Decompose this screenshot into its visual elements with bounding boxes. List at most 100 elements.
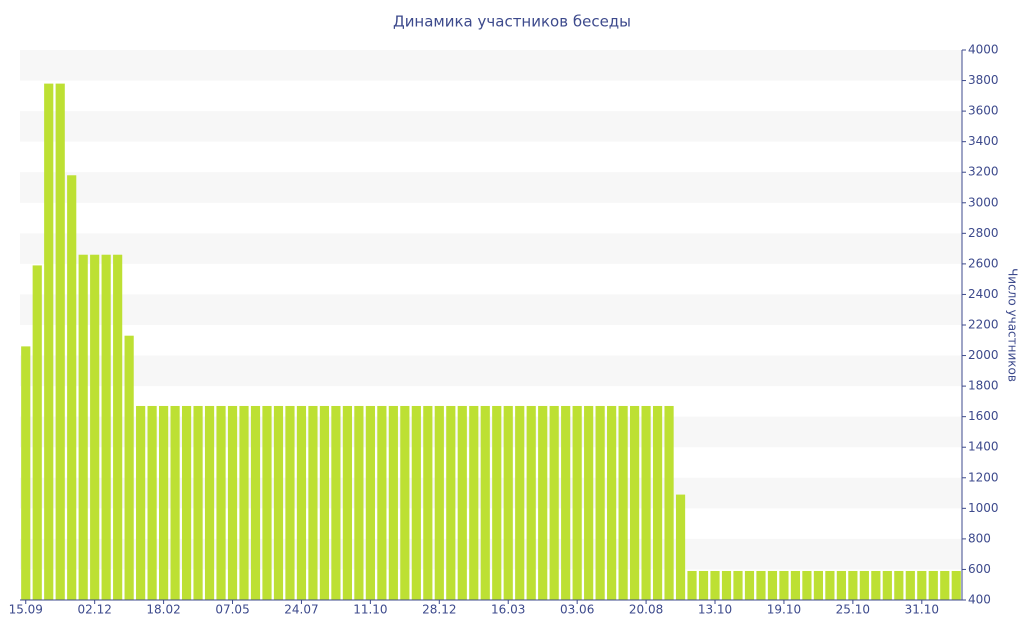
bar <box>273 405 284 600</box>
bar <box>136 405 146 600</box>
bar <box>538 405 548 600</box>
bar <box>561 405 571 600</box>
bar <box>365 405 375 600</box>
bar <box>641 405 651 600</box>
bar <box>124 335 134 600</box>
bar <box>480 405 490 600</box>
grid-band <box>20 172 962 203</box>
y-tick-label: 2400 <box>968 287 999 301</box>
bar <box>618 405 628 600</box>
x-tick-label: 28.12 <box>422 603 456 617</box>
x-tick-label: 02.12 <box>77 603 111 617</box>
y-tick-label: 2800 <box>968 226 999 240</box>
bar <box>549 405 559 600</box>
bar <box>951 570 961 600</box>
bar <box>687 570 697 600</box>
y-tick-label: 3200 <box>968 165 999 179</box>
y-tick-label: 3000 <box>968 195 999 209</box>
y-tick-label: 1600 <box>968 409 999 423</box>
bar <box>630 405 640 600</box>
grid-band <box>20 50 962 81</box>
bar <box>492 405 502 600</box>
bar <box>227 405 238 600</box>
bar <box>652 405 663 600</box>
bar <box>813 570 823 600</box>
bar <box>262 405 272 600</box>
bar <box>894 570 904 600</box>
x-tick-label: 20.08 <box>629 603 663 617</box>
y-tick-label: 3800 <box>968 73 999 87</box>
y-axis-title: Число участников <box>1006 268 1020 382</box>
bar <box>940 570 950 600</box>
bar <box>825 570 835 600</box>
bar <box>675 494 686 600</box>
bar <box>181 405 192 600</box>
x-tick-label: 19.10 <box>767 603 801 617</box>
y-tick-label: 2200 <box>968 318 999 332</box>
x-tick-label: 31.10 <box>905 603 939 617</box>
y-tick-label: 3600 <box>968 104 999 118</box>
x-tick-label: 03.06 <box>560 603 594 617</box>
bar <box>354 405 364 600</box>
bar <box>595 405 605 600</box>
bar <box>503 405 513 600</box>
x-tick-label: 16.03 <box>491 603 525 617</box>
bar <box>331 405 341 600</box>
bar <box>216 405 226 600</box>
bar <box>584 405 594 600</box>
bar <box>928 570 938 600</box>
y-tick-label: 1200 <box>968 470 999 484</box>
bar <box>411 405 421 600</box>
bar <box>32 265 42 600</box>
y-tick-label: 400 <box>968 593 991 607</box>
bar <box>790 570 801 600</box>
x-tick-label: 15.09 <box>9 603 43 617</box>
bar <box>285 405 295 600</box>
bar <box>170 405 180 600</box>
x-tick-label: 24.07 <box>284 603 318 617</box>
y-tick-label: 600 <box>968 562 991 576</box>
bar <box>67 175 77 600</box>
y-tick-label: 800 <box>968 531 991 545</box>
bar <box>78 254 88 600</box>
bar <box>446 405 456 600</box>
bar <box>882 570 892 600</box>
bar <box>859 570 869 600</box>
bar <box>457 405 467 600</box>
bar <box>779 570 789 600</box>
y-tick-label: 2000 <box>968 348 999 362</box>
bar <box>239 405 249 600</box>
x-tick-label: 25.10 <box>836 603 870 617</box>
y-tick-label: 3400 <box>968 134 999 148</box>
bar <box>664 405 674 600</box>
bar <box>308 405 318 600</box>
bar <box>44 83 54 601</box>
bar <box>113 254 123 600</box>
bar <box>733 570 743 600</box>
bar <box>147 405 157 600</box>
bar <box>250 405 261 600</box>
bar <box>572 405 582 600</box>
bar <box>400 405 410 600</box>
bar <box>388 405 398 600</box>
bar <box>526 405 536 600</box>
bar <box>342 405 352 600</box>
grid-band <box>20 111 962 142</box>
bar <box>607 405 617 600</box>
bar <box>917 570 927 600</box>
bar <box>848 570 858 600</box>
y-tick-label: 4000 <box>968 43 999 57</box>
grid-band <box>20 294 962 325</box>
bar <box>423 405 433 600</box>
bar <box>756 570 766 600</box>
y-tick-label: 2600 <box>968 256 999 270</box>
bar <box>515 405 525 600</box>
x-tick-label: 18.02 <box>146 603 180 617</box>
chart-title: Динамика участников беседы <box>393 13 631 31</box>
bar <box>802 570 812 600</box>
x-tick-label: 07.05 <box>215 603 249 617</box>
bar <box>434 405 444 600</box>
bar <box>836 570 846 600</box>
bar <box>319 405 330 600</box>
